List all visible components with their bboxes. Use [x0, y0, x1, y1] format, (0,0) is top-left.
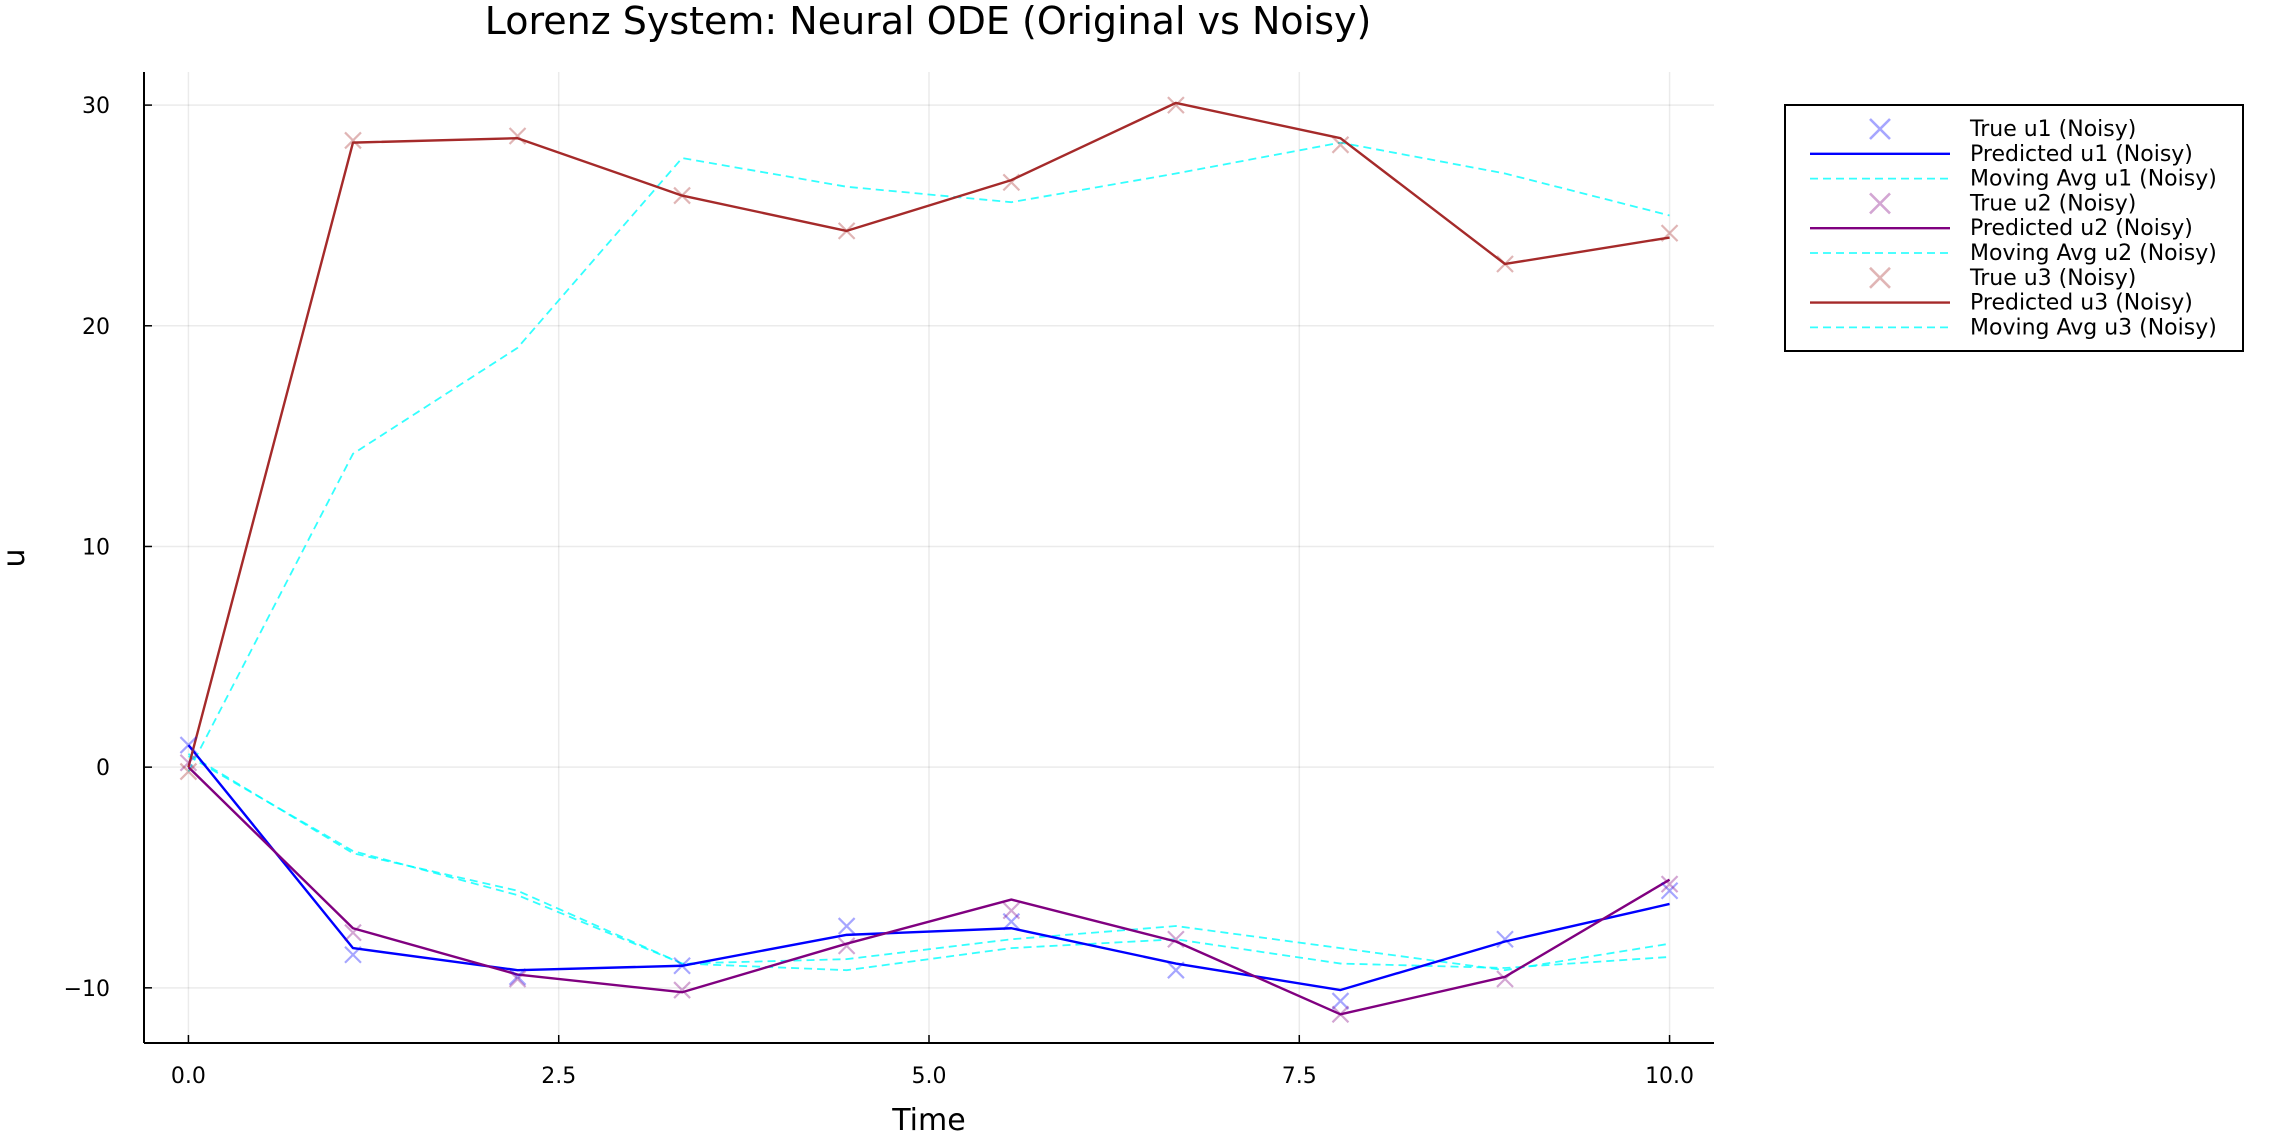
legend-label-moving-avg-u2-noisy: Moving Avg u2 (Noisy) [1970, 241, 2217, 266]
legend-label-predicted-u1-noisy: Predicted u1 (Noisy) [1970, 142, 2193, 167]
legend-label-true-u2-noisy: True u2 (Noisy) [1969, 191, 2136, 216]
true-u2-noisy-point [344, 923, 362, 942]
true-u1-noisy-point [1660, 881, 1679, 900]
x-axis-label: Time [891, 1103, 965, 1138]
y-tick-label: 10 [82, 535, 110, 560]
true-u1-noisy-point [508, 968, 527, 986]
legend-label-true-u3-noisy: True u3 (Noisy) [1969, 266, 2136, 291]
true-u1-noisy-point [1002, 912, 1021, 931]
true-u1-noisy-point [179, 736, 198, 754]
x-tick-label: 7.5 [1282, 1064, 1317, 1089]
true-u3-noisy-point [1002, 173, 1021, 192]
true-u3-noisy-point [1167, 96, 1185, 114]
true-u2-noisy-point [1167, 930, 1185, 949]
legend-swatch-true-u1-noisy [1869, 118, 1891, 140]
y-tick-label: 30 [82, 94, 110, 119]
true-u1-noisy-point [1331, 992, 1350, 1010]
true-u2-noisy-point [1002, 901, 1021, 920]
legend-swatch-true-u2-noisy [1869, 192, 1891, 215]
true-u1-noisy-point [837, 917, 856, 935]
legend-label-true-u1-noisy: True u1 (Noisy) [1969, 117, 2136, 142]
plot-area [179, 96, 1679, 1024]
true-u1-noisy-point [1167, 961, 1185, 979]
true-u3-noisy-point [1331, 136, 1350, 154]
tick-labels: 0.0 2.5 5.0 7.5 10.0 −10 0 10 20 30 [64, 94, 1694, 1089]
true-u3-noisy-point [673, 186, 691, 205]
true-u2-noisy-point [508, 970, 527, 988]
x-tick-label: 2.5 [541, 1064, 576, 1089]
true-u2-noisy-point [1331, 1005, 1350, 1024]
true-u2-noisy-point [837, 937, 856, 955]
y-tick-label: −10 [64, 977, 110, 1002]
true-u3-noisy-point [1496, 255, 1514, 273]
true-u2-noisy-point [1660, 875, 1679, 893]
legend-label-predicted-u2-noisy: Predicted u2 (Noisy) [1970, 216, 2193, 241]
legend-label-moving-avg-u3-noisy: Moving Avg u3 (Noisy) [1970, 315, 2217, 340]
true-u3-noisy-point [179, 762, 198, 781]
legend-label-moving-avg-u1-noisy: Moving Avg u1 (Noisy) [1970, 167, 2217, 192]
legend-label-predicted-u3-noisy: Predicted u3 (Noisy) [1970, 291, 2193, 316]
chart-title: Lorenz System: Neural ODE (Original vs N… [485, 0, 1372, 43]
true-u3-noisy-point [1660, 224, 1679, 242]
moving-avg-u2-noisy-line [187, 753, 1670, 972]
true-u3-noisy-point [837, 222, 856, 240]
true-u1-noisy-point [344, 945, 362, 964]
true-u1-noisy-point [673, 956, 691, 975]
y-tick-label: 0 [96, 756, 110, 781]
x-tick-label: 0.0 [171, 1064, 206, 1089]
y-axis-label: u [0, 548, 32, 567]
y-tick-label: 20 [82, 315, 110, 340]
predicted-u2-noisy-line [187, 766, 1671, 1016]
x-tick-label: 10.0 [1645, 1064, 1694, 1089]
true-u2-noisy-point [673, 981, 691, 999]
true-u3-noisy-point [344, 131, 362, 150]
predicted-u3-noisy-line [187, 101, 1670, 768]
true-u3-noisy-point [508, 127, 527, 145]
true-u2-noisy-point [179, 753, 198, 772]
moving-avg-u3-noisy-line [187, 141, 1670, 772]
legend: True u1 (Noisy)Predicted u1 (Noisy)Movin… [1784, 104, 2244, 352]
legend-swatch-true-u3-noisy [1869, 266, 1891, 289]
true-u2-noisy-point [1496, 970, 1514, 988]
x-tick-label: 5.0 [912, 1064, 947, 1089]
predicted-u1-noisy-line [187, 744, 1670, 992]
moving-avg-u1-noisy-line [187, 755, 1670, 972]
grid [144, 72, 1714, 1043]
true-u1-noisy-point [1496, 930, 1514, 949]
